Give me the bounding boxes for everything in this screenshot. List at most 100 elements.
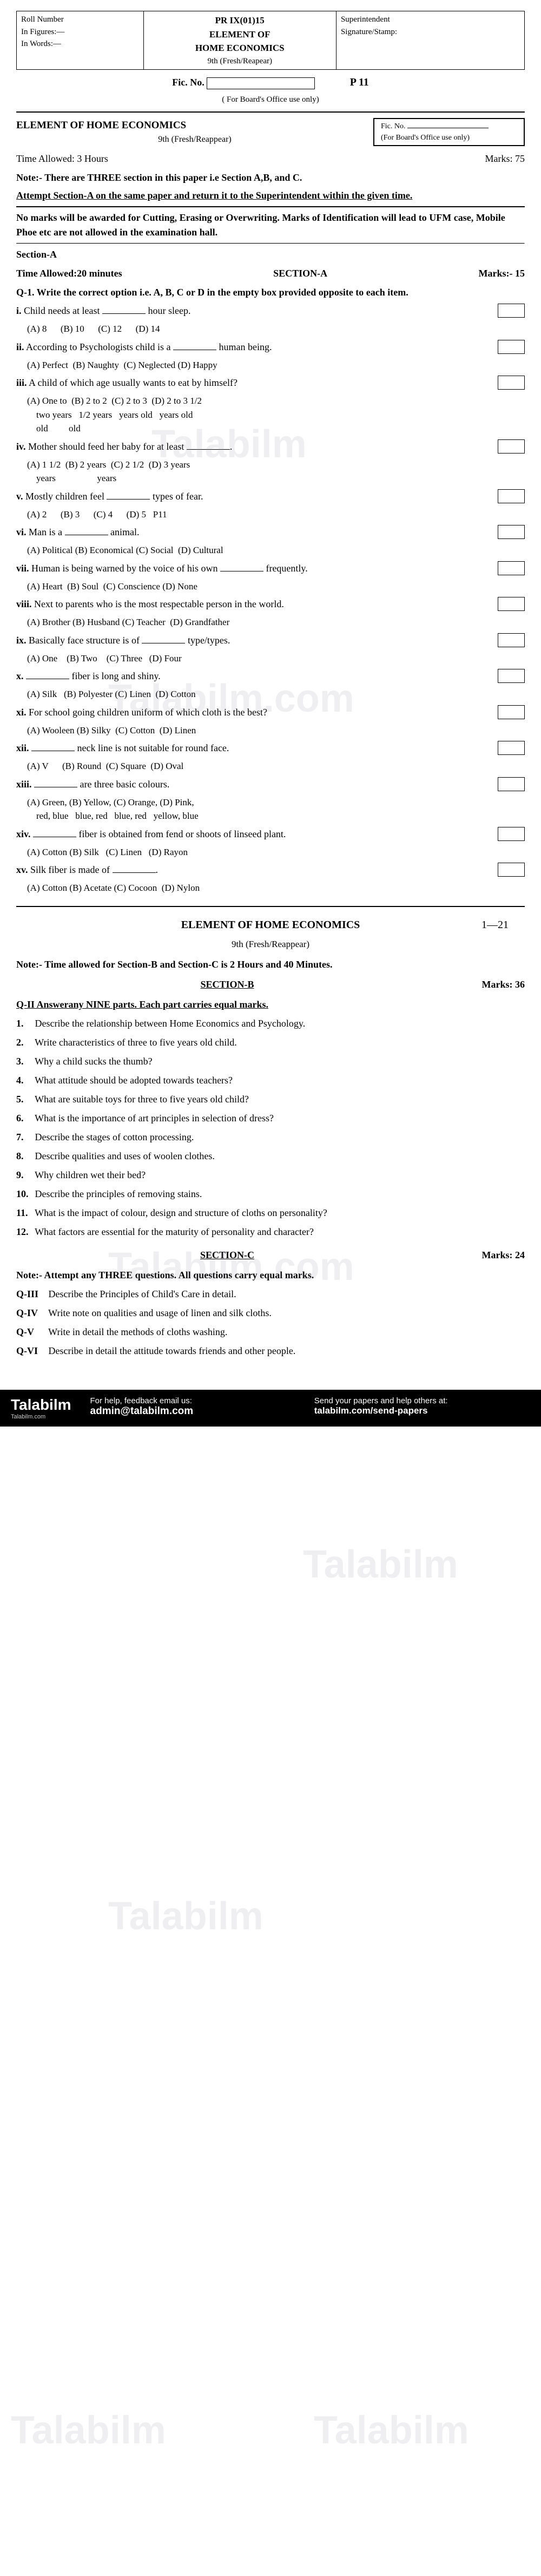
class-line: 9th (Fresh/Reapear) xyxy=(148,55,332,68)
answer-box xyxy=(498,633,525,647)
roll-label: Roll Number xyxy=(21,14,139,26)
section-a-time: Time Allowed:20 minutes xyxy=(16,266,122,281)
header-table: Roll Number In Figures:— In Words:— PR I… xyxy=(16,11,525,70)
question-line: xi. For school going children uniform of… xyxy=(16,705,525,720)
question-line: ix. Basically face structure is of type/… xyxy=(16,633,525,648)
section-c-marks: Marks: 24 xyxy=(438,1248,525,1263)
subheader-title: ELEMENT OF HOME ECONOMICS xyxy=(16,118,373,134)
footer-help-col: For help, feedback email us: admin@talab… xyxy=(82,1396,306,1420)
divider-2 xyxy=(16,206,525,207)
question-text: vi. Man is a animal. xyxy=(16,525,490,540)
question-line: ii. According to Psychologists child is … xyxy=(16,340,525,354)
question-options: (A) One (B) Two (C) Three (D) Four xyxy=(27,652,525,666)
question-text: v. Mostly children feel types of fear. xyxy=(16,489,490,504)
question-block: x. fiber is long and shiny. (A) Silk (B) … xyxy=(16,669,525,701)
section-b-note: Note:- Time allowed for Section-B and Se… xyxy=(16,957,525,972)
question-block: iv. Mother should feed her baby for at l… xyxy=(16,439,525,485)
question-text: xiii. are three basic colours. xyxy=(16,777,490,792)
question-block: iii. A child of which age usually wants … xyxy=(16,376,525,436)
section-b-title: ELEMENT OF HOME ECONOMICS xyxy=(16,917,525,933)
section-b-header-row: SECTION-B Marks: 36 xyxy=(16,977,525,992)
footer-logo-block: Talabilm Talabilm.com xyxy=(11,1396,82,1420)
question-options: (A) V (B) Round (C) Square (D) Oval xyxy=(27,759,525,773)
watermark-text: Talabilm xyxy=(108,1894,263,1938)
answer-box xyxy=(498,827,525,841)
answer-box xyxy=(498,525,525,539)
question-line: vi. Man is a animal. xyxy=(16,525,525,540)
subheader-class: 9th (Fresh/Reappear) xyxy=(16,133,373,146)
question-options: (A) Wooleen (B) Silky (C) Cotton (D) Lin… xyxy=(27,724,525,738)
question-options: (A) Political (B) Economical (C) Social … xyxy=(27,543,525,557)
question-options: (A) Perfect (B) Naughty (C) Neglected (D… xyxy=(27,358,525,372)
watermark-text: Talabilm xyxy=(303,1542,458,1587)
answer-box xyxy=(498,669,525,683)
note-sections: Note:- There are THREE section in this p… xyxy=(16,170,525,185)
question-options: (A) 2 (B) 3 (C) 4 (D) 5 P11 xyxy=(27,508,525,522)
question-text: vii. Human is being warned by the voice … xyxy=(16,561,490,576)
answer-box xyxy=(498,561,525,575)
question-options: (A) Heart (B) Soul (C) Conscience (D) No… xyxy=(27,580,525,594)
section-b-instruction: Q-II Answerany NINE parts. Each part car… xyxy=(16,997,525,1012)
question-block: v. Mostly children feel types of fear. (A… xyxy=(16,489,525,522)
divider-3 xyxy=(16,243,525,244)
fic-row: Fic. No. P 11 xyxy=(16,74,525,90)
superintendent-label: Superintendent xyxy=(341,14,520,26)
question-line: x. fiber is long and shiny. xyxy=(16,669,525,684)
section-b-item: 11. What is the impact of colour, design… xyxy=(16,1206,525,1220)
footer-send-col: Send your papers and help others at: tal… xyxy=(306,1396,530,1420)
section-b-class: 9th (Fresh/Reappear) xyxy=(16,937,525,951)
section-b-items: 1. Describe the relationship between Hom… xyxy=(16,1016,525,1239)
section-c-item: Q-VI Describe in detail the attitude tow… xyxy=(16,1344,525,1358)
superintendent-cell: Superintendent Signature/Stamp: xyxy=(337,11,524,69)
time-marks-row: Time Allowed: 3 Hours Marks: 75 xyxy=(16,152,525,166)
footer-email: admin@talabilm.com xyxy=(90,1405,298,1417)
question-line: xii. neck line is not suitable for round… xyxy=(16,741,525,755)
footer: Talabilm Talabilm.com For help, feedback… xyxy=(0,1390,541,1427)
figures-label: In Figures:— xyxy=(21,26,139,38)
question-options: (A) Silk (B) Polyester (C) Linen (D) Cot… xyxy=(27,687,525,701)
section-c-item: Q-III Describe the Principles of Child's… xyxy=(16,1287,525,1302)
section-b-item: 3. Why a child sucks the thumb? xyxy=(16,1054,525,1069)
section-b-item: 10. Describe the principles of removing … xyxy=(16,1187,525,1201)
question-text: xv. Silk fiber is made of . xyxy=(16,863,490,877)
section-b-marks: Marks: 36 xyxy=(438,977,525,992)
question-text: ix. Basically face structure is of type/… xyxy=(16,633,490,648)
q1-instruction: Q-1. Write the correct option i.e. A, B,… xyxy=(16,285,525,300)
answer-box xyxy=(498,777,525,791)
answer-box xyxy=(498,439,525,454)
question-text: iii. A child of which age usually wants … xyxy=(16,376,490,390)
question-text: xi. For school going children uniform of… xyxy=(16,705,490,720)
question-options: (A) 1 1/2 (B) 2 years (C) 2 1/2 (D) 3 ye… xyxy=(27,458,525,485)
question-block: vi. Man is a animal. (A) Political (B) Ec… xyxy=(16,525,525,557)
total-marks: Marks: 75 xyxy=(485,152,525,166)
handwritten-p11: P 11 xyxy=(350,76,369,88)
sig-stamp-label: Signature/Stamp: xyxy=(341,26,520,38)
section-b-item: 7. Describe the stages of cotton process… xyxy=(16,1130,525,1145)
section-c-header: SECTION-C xyxy=(16,1248,438,1263)
section-a-label: Section-A xyxy=(16,247,525,262)
section-b-item: 9. Why children wet their bed? xyxy=(16,1168,525,1182)
time-allowed: Time Allowed: 3 Hours xyxy=(16,152,108,166)
footer-help-label: For help, feedback email us: xyxy=(90,1396,298,1405)
attempt-note: Attempt Section-A on the same paper and … xyxy=(16,188,525,203)
section-b-item: 8. Describe qualities and uses of woolen… xyxy=(16,1149,525,1164)
warning-note: No marks will be awarded for Cutting, Er… xyxy=(16,211,525,240)
question-block: viii. Next to parents who is the most re… xyxy=(16,597,525,629)
divider-4 xyxy=(16,906,525,907)
section-b-item: 5. What are suitable toys for three to f… xyxy=(16,1092,525,1107)
question-line: vii. Human is being warned by the voice … xyxy=(16,561,525,576)
question-text: viii. Next to parents who is the most re… xyxy=(16,597,490,612)
section-b-item: 4. What attitude should be adopted towar… xyxy=(16,1073,525,1088)
question-text: i. Child needs at least hour sleep. xyxy=(16,304,490,318)
answer-box xyxy=(498,376,525,390)
question-block: xii. neck line is not suitable for round… xyxy=(16,741,525,773)
section-a-marks: Marks:- 15 xyxy=(479,266,525,281)
watermark-text: Talabilm xyxy=(314,2408,469,2453)
answer-box xyxy=(498,489,525,503)
roll-number-cell: Roll Number In Figures:— In Words:— xyxy=(17,11,144,69)
words-label: In Words:— xyxy=(21,38,139,50)
answer-box xyxy=(498,340,525,354)
section-b-item: 1. Describe the relationship between Hom… xyxy=(16,1016,525,1031)
question-options: (A) Cotton (B) Acetate (C) Cocoon (D) Ny… xyxy=(27,881,525,895)
title-line2: HOME ECONOMICS xyxy=(148,41,332,55)
